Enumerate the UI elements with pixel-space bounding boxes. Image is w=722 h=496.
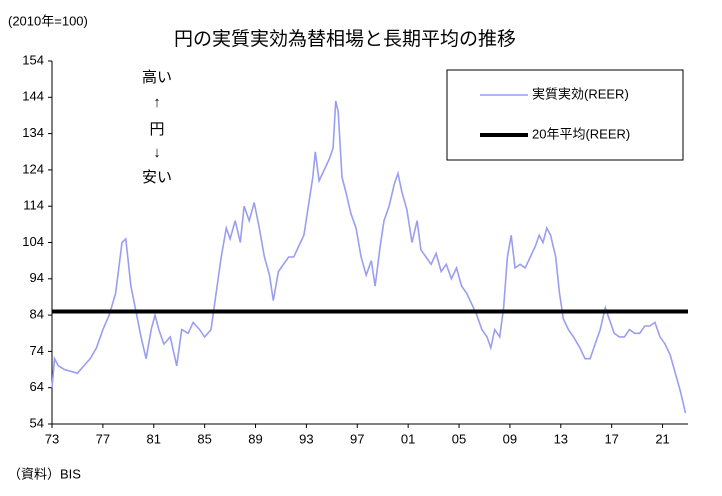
x-tick-label: 05 (452, 431, 466, 446)
y-tick-label: 64 (30, 379, 44, 394)
y-tick-label: 124 (22, 161, 44, 176)
x-tick-label: 89 (248, 431, 262, 446)
y-tick-label: 144 (22, 89, 44, 104)
x-tick-label: 01 (401, 431, 415, 446)
annotation: ↓ (153, 144, 161, 161)
y-tick-label: 54 (30, 415, 44, 430)
series-line (51, 100, 687, 414)
x-tick-label: 97 (350, 431, 364, 446)
y-tick-label: 134 (22, 125, 44, 140)
x-tick-label: 81 (147, 431, 161, 446)
chart-title: 円の実質実効為替相場と長期平均の推移 (174, 28, 516, 50)
y-tick-label: 74 (30, 343, 44, 358)
x-tick-label: 17 (604, 431, 618, 446)
annotation: 安い (142, 169, 172, 186)
x-tick-label: 13 (554, 431, 568, 446)
legend-label: 20年平均(REER) (532, 126, 630, 141)
y-tick-label: 104 (22, 234, 44, 249)
y-tick-label: 94 (30, 270, 44, 285)
y-tick-label: 114 (23, 198, 44, 213)
x-tick-label: 21 (655, 431, 669, 446)
source: （資料）BIS (8, 466, 81, 481)
legend-label: 実質実効(REER) (532, 86, 629, 101)
x-tick-label: 73 (45, 431, 59, 446)
y-tick-label: 84 (30, 307, 44, 322)
annotation: 高い (142, 69, 172, 86)
x-tick-label: 85 (197, 431, 211, 446)
y-tick-label: 154 (22, 52, 44, 67)
annotation: ↑ (153, 94, 161, 111)
legend-box (446, 69, 684, 161)
annotation: 円 (149, 121, 164, 138)
unit-label: (2010年=100) (8, 13, 88, 28)
x-tick-label: 77 (96, 431, 110, 446)
x-tick-label: 09 (503, 431, 517, 446)
x-tick-label: 93 (299, 431, 313, 446)
